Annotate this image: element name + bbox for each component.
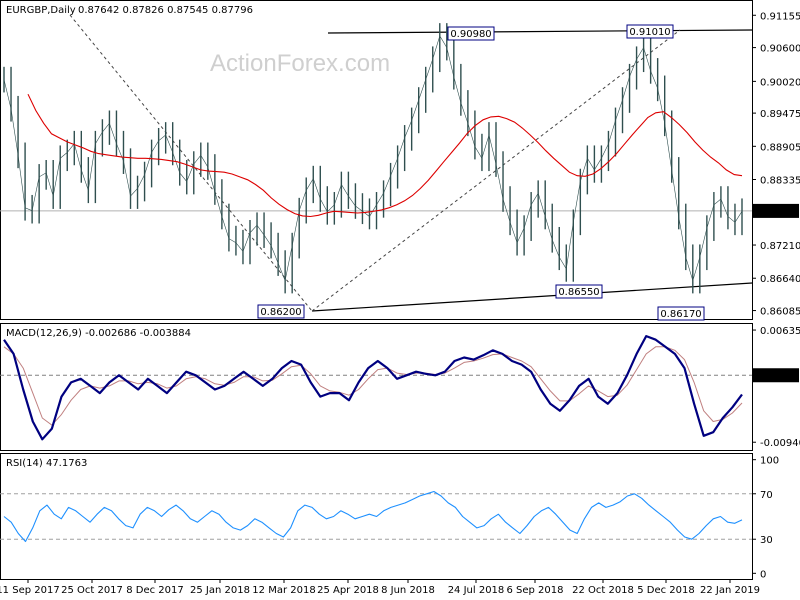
time-axis: 11 Sep 2017 25 Oct 2017 8 Dec 2017 25 Jan 2… — [0, 579, 760, 596]
price-ohlc-readout: 0.87642 0.87826 0.87545 0.87796 — [78, 5, 253, 16]
resistance-line — [327, 29, 753, 34]
dashed-trendline-down — [69, 14, 313, 312]
price-panel-title: EURGBP,Daily — [6, 5, 76, 16]
macd-panel-frame — [0, 323, 753, 451]
moving-average-line — [27, 93, 743, 218]
rsi-panel-title: RSI(14) 47.1763 — [6, 458, 87, 469]
macd-series — [3, 335, 743, 441]
price-tick-label: 0.87210 — [760, 241, 800, 252]
price-annotation-box — [657, 306, 705, 321]
rsi-tick-label: 100 — [760, 456, 779, 467]
time-tick-label: 25 Jan 2018 — [190, 585, 250, 596]
current-price-box — [753, 203, 799, 218]
rsi-axis: 100 70 30 0 — [0, 456, 779, 580]
price-tick-label: 0.90600 — [760, 44, 800, 55]
time-tick-label: 6 Sep 2018 — [506, 585, 563, 596]
macd-line — [3, 335, 743, 441]
rsi-tick-label: 30 — [760, 535, 773, 546]
rsi-tick-label: 70 — [760, 490, 773, 501]
price-series — [3, 23, 743, 294]
time-tick-label: 12 Mar 2018 — [252, 585, 315, 596]
price-annotation-box — [626, 24, 674, 39]
price-annotation-label: 0.86550 — [558, 287, 599, 298]
macd-tick-label: -0.009407 — [760, 438, 800, 449]
trendlines — [69, 14, 753, 312]
time-tick-label: 25 Oct 2017 — [61, 585, 123, 596]
rsi-series — [3, 490, 743, 543]
time-tick-label: 8 Dec 2017 — [126, 585, 184, 596]
price-annotation-label: 0.90980 — [450, 29, 491, 40]
macd-tick-label: 0.00635 — [760, 326, 800, 337]
time-tick-label: 22 Oct 2018 — [572, 585, 634, 596]
macd-current-box — [753, 368, 799, 383]
time-tick-label: 25 Apr 2018 — [317, 585, 379, 596]
price-tick-label: 0.86640 — [760, 274, 800, 285]
time-tick-label: 11 Sep 2017 — [0, 585, 60, 596]
macd-panel-title: MACD(12,26,9) -0.002686 -0.003884 — [6, 328, 191, 339]
rsi-tick-label: 0 — [760, 569, 766, 580]
time-tick-label: 22 Jan 2019 — [700, 585, 760, 596]
price-annotations: 0.90980 0.91010 0.86200 0.86550 0.86170 — [257, 24, 705, 321]
price-annotation-label: 0.86170 — [660, 309, 701, 320]
price-tick-label: 0.89475 — [760, 109, 800, 120]
price-close-line — [3, 35, 743, 282]
price-annotation-box — [257, 304, 305, 319]
price-annotation-box — [555, 284, 603, 299]
rsi-line — [3, 490, 743, 543]
time-tick-label: 24 Jul 2018 — [448, 585, 505, 596]
macd-current-label: 0.00 — [760, 371, 782, 382]
current-price-label: 0.87796 — [758, 207, 799, 218]
price-annotation-box — [447, 26, 495, 41]
price-annotation-label: 0.91010 — [629, 27, 670, 38]
price-tick-label: 0.86085 — [760, 307, 800, 318]
watermark: ActionForex.com — [210, 50, 390, 77]
support-line — [311, 282, 753, 312]
price-tick-label: 0.88905 — [760, 142, 800, 153]
dashed-trendline-up — [311, 29, 681, 312]
time-tick-label: 8 Jun 2018 — [381, 585, 435, 596]
price-tick-label: 0.88335 — [760, 176, 800, 187]
time-tick-label: 5 Dec 2018 — [637, 585, 695, 596]
price-axis: 0.91155 0.90600 0.90020 0.89475 0.88905 0.883… — [0, 11, 800, 318]
price-tick-label: 0.90020 — [760, 77, 800, 88]
price-tick-label: 0.91155 — [760, 11, 800, 22]
price-annotation-label: 0.86200 — [260, 307, 301, 318]
price-panel-frame — [0, 0, 753, 320]
